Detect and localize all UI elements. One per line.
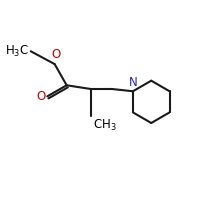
Text: H$_3$C: H$_3$C	[5, 44, 29, 59]
Text: N: N	[129, 76, 137, 89]
Text: CH$_3$: CH$_3$	[93, 117, 117, 133]
Text: O: O	[51, 48, 60, 61]
Text: O: O	[36, 90, 45, 103]
